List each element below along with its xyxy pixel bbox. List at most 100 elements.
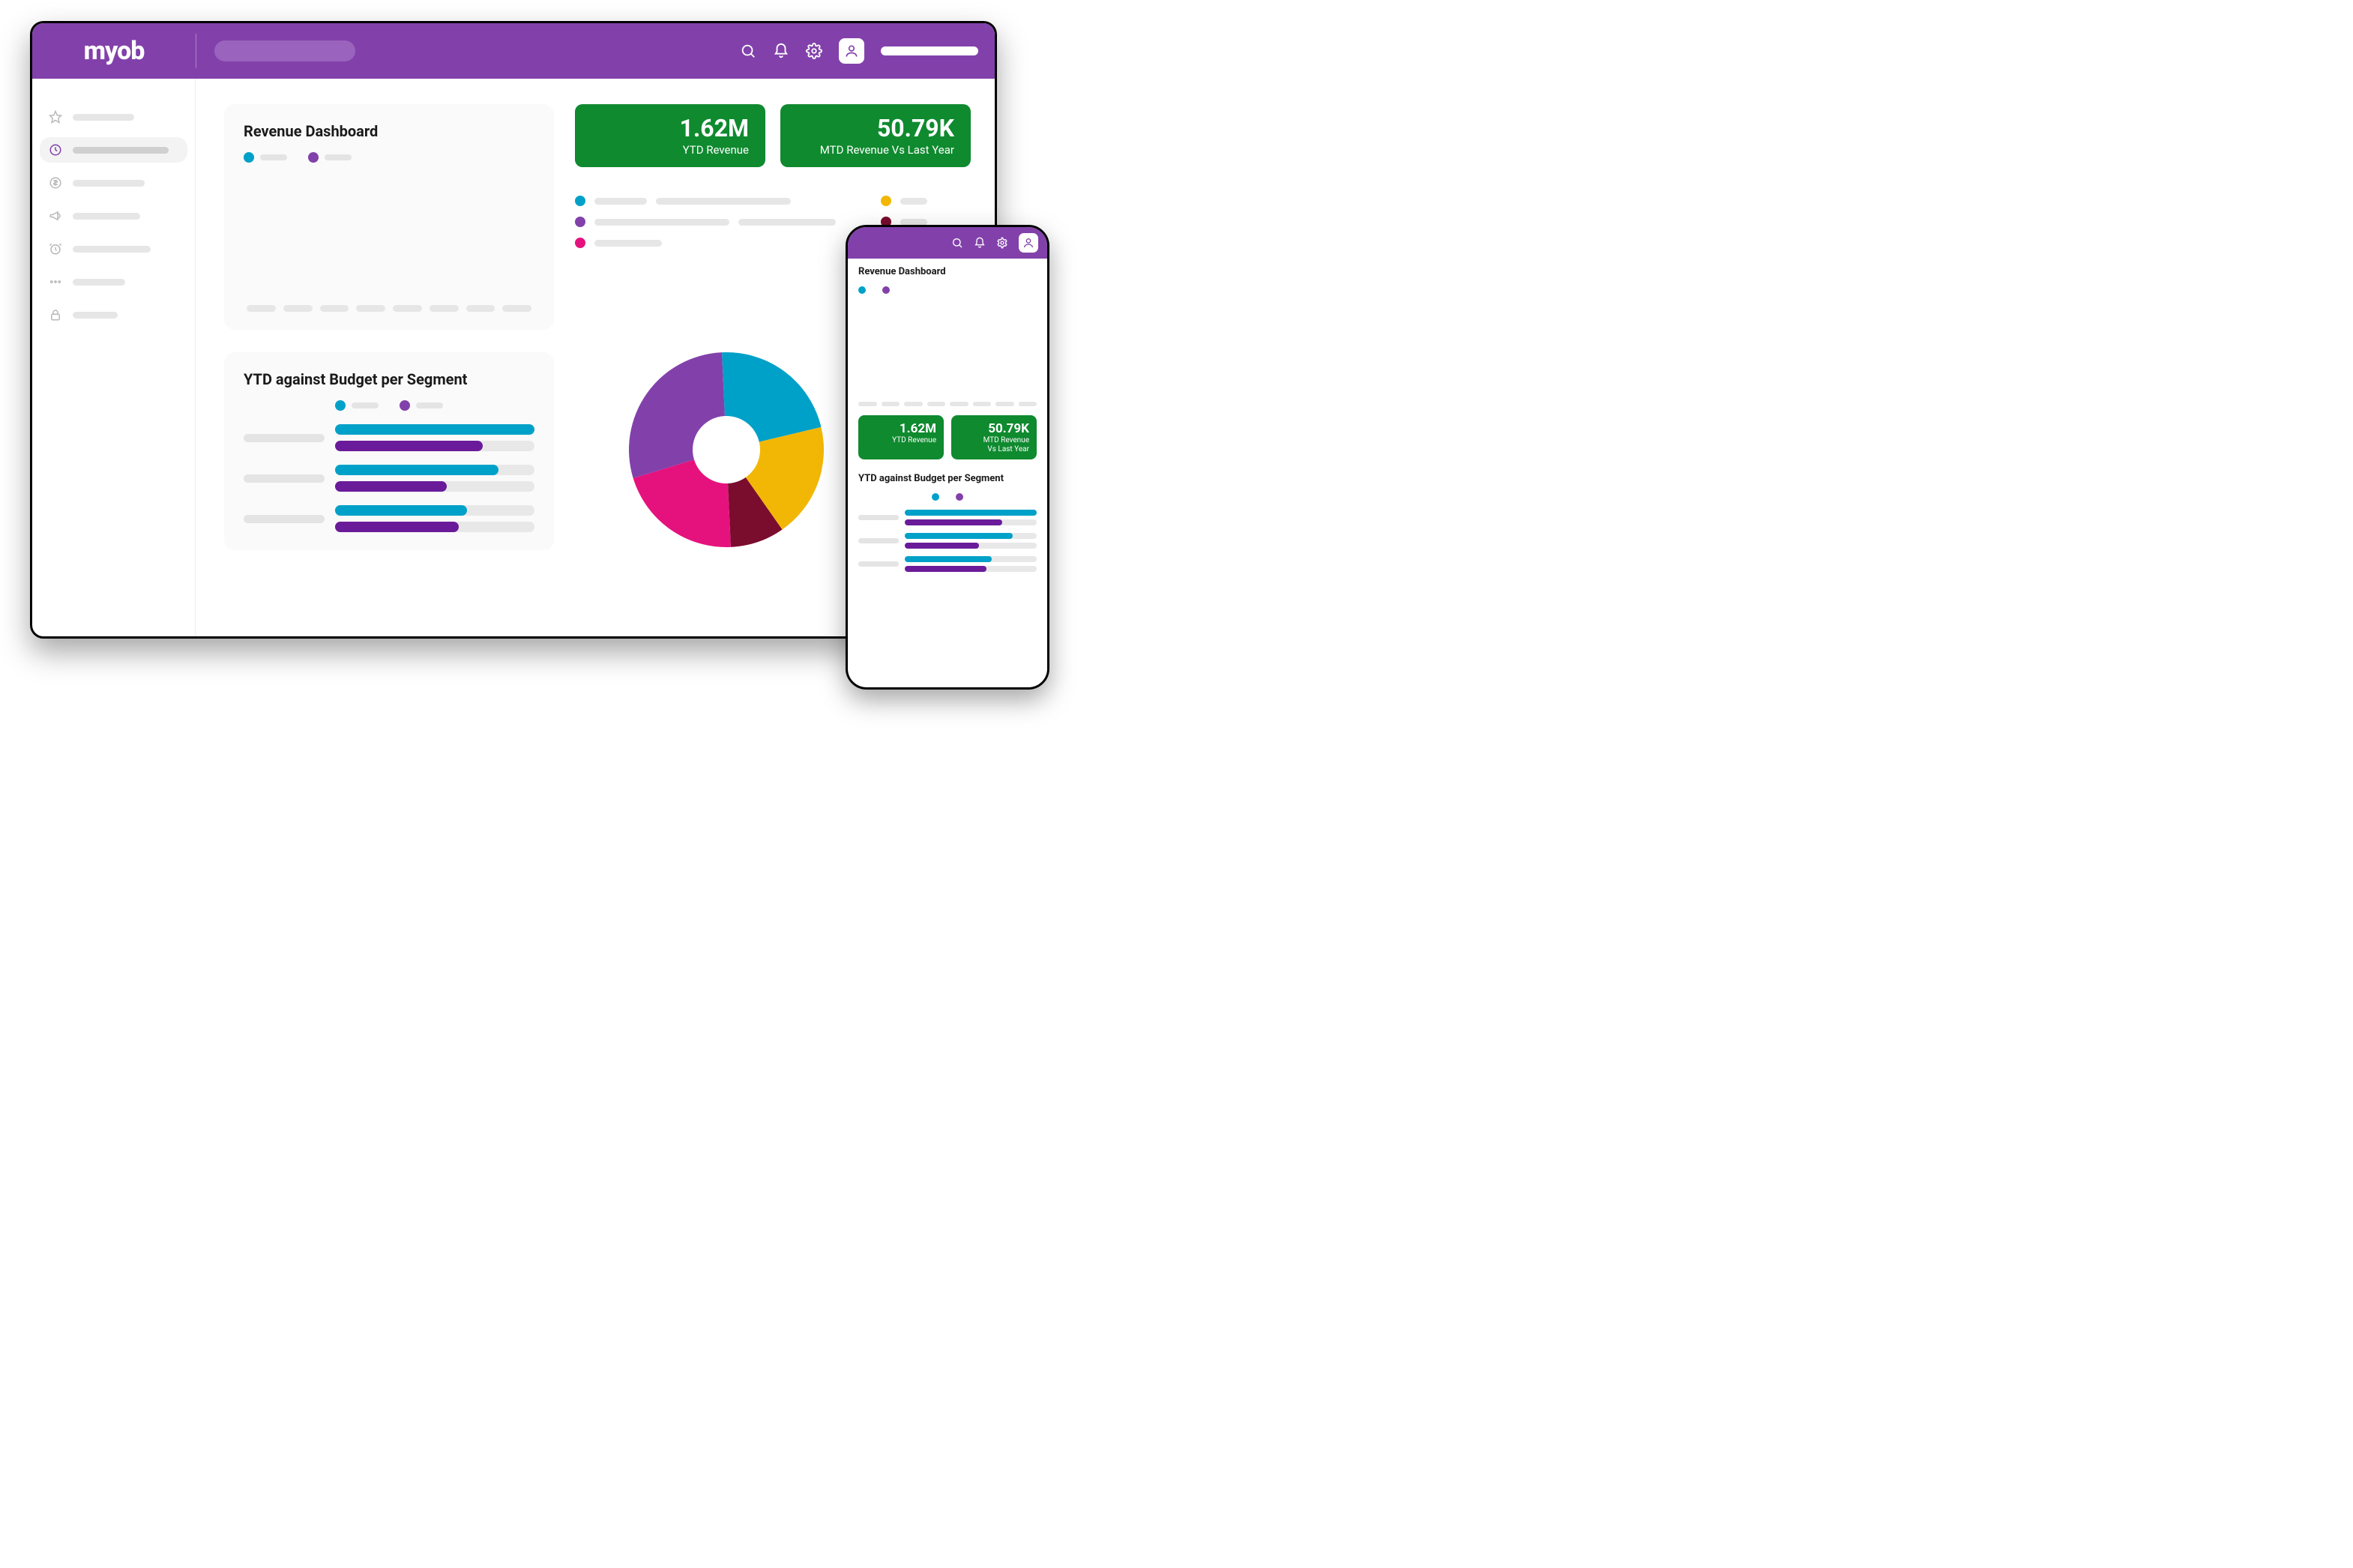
avatar-button[interactable]: [839, 38, 864, 64]
legend-dot: [881, 196, 891, 206]
lock-icon: [49, 308, 62, 322]
x-label-placeholder: [882, 402, 900, 406]
legend-text-placeholder: [738, 219, 836, 226]
segment-label-placeholder: [244, 515, 325, 523]
segment-row: [858, 533, 1037, 549]
card-title: YTD against Budget per Segment: [858, 473, 1037, 484]
legend-dot: [575, 196, 585, 206]
card-title: Revenue Dashboard: [858, 266, 1037, 277]
legend-dot: [308, 152, 319, 163]
sidebar-item-more[interactable]: [49, 275, 178, 289]
kpi-value: 50.79K: [959, 421, 1029, 436]
dollar-icon: [49, 176, 62, 190]
legend-dot: [244, 152, 254, 163]
gear-icon[interactable]: [806, 43, 822, 59]
star-icon: [49, 110, 62, 124]
phone-bar-chart: [858, 303, 1037, 393]
kpi-label: YTD Revenue: [683, 143, 749, 157]
legend-text-placeholder: [594, 219, 729, 226]
legend-item: [881, 196, 971, 206]
segment-track: [905, 510, 1037, 516]
kpi-label: MTD RevenueVs Last Year: [959, 436, 1029, 453]
legend-label-placeholder: [325, 154, 352, 160]
segment-track: [335, 481, 534, 492]
ytd-budget-card: YTD against Budget per Segment: [224, 352, 554, 550]
legend-item: [575, 217, 836, 227]
kpi-row: 1.62M YTD Revenue 50.79K MTD Revenue Vs …: [575, 104, 971, 167]
search-icon[interactable]: [740, 43, 756, 59]
segment-label-placeholder: [858, 515, 899, 520]
phone-header: [848, 227, 1047, 259]
alarm-icon: [49, 242, 62, 256]
app-header: myob: [32, 23, 995, 79]
legend-text-placeholder: [656, 198, 791, 205]
sidebar: [32, 79, 196, 636]
search-input[interactable]: [214, 40, 355, 61]
segment-legend: [244, 400, 534, 411]
phone-xaxis: [858, 402, 1037, 406]
sidebar-item-label: [73, 180, 145, 187]
bell-icon[interactable]: [773, 43, 789, 59]
kpi-value: 1.62M: [680, 116, 749, 140]
legend-dot: [335, 400, 346, 411]
segment-fill-a: [905, 533, 1013, 539]
search-icon[interactable]: [951, 237, 963, 249]
segment-row: [858, 510, 1037, 525]
phone-kpi-row: 1.62M YTD Revenue 50.79K MTD RevenueVs L…: [858, 415, 1037, 459]
x-label-placeholder: [356, 305, 385, 312]
legend-dot: [932, 493, 939, 501]
segment-fill-a: [335, 465, 498, 475]
segment-fill-a: [905, 510, 1037, 516]
sidebar-item-lock[interactable]: [49, 308, 178, 322]
sidebar-item-clock[interactable]: [40, 137, 187, 163]
card-title: Revenue Dashboard: [244, 122, 534, 140]
x-label-placeholder: [393, 305, 422, 312]
legend-text-placeholder: [594, 198, 647, 205]
x-label-placeholder: [995, 402, 1014, 406]
x-label-placeholder: [283, 305, 313, 312]
kpi-tile: 1.62M YTD Revenue: [575, 104, 765, 167]
segment-fill-a: [335, 505, 467, 516]
phone-segment-rows: [858, 510, 1037, 572]
segment-track: [335, 441, 534, 451]
segment-row: [244, 505, 534, 532]
x-label-placeholder: [430, 305, 459, 312]
gear-icon[interactable]: [996, 237, 1008, 249]
legend-label-placeholder: [352, 402, 379, 408]
x-label-placeholder: [973, 402, 992, 406]
kpi-value: 50.79K: [877, 116, 954, 140]
clock-icon: [49, 143, 62, 157]
sidebar-item-megaphone[interactable]: [49, 209, 178, 223]
segment-track: [335, 505, 534, 516]
sidebar-item-alarm[interactable]: [49, 242, 178, 256]
legend-dot: [575, 217, 585, 227]
legend-dot: [882, 286, 890, 294]
sidebar-item-label: [73, 246, 151, 253]
legend-item: [308, 152, 352, 163]
kpi-label: MTD Revenue Vs Last Year: [820, 143, 954, 157]
sidebar-item-star[interactable]: [49, 110, 178, 124]
x-label-placeholder: [247, 305, 276, 312]
x-label-placeholder: [320, 305, 349, 312]
x-label-placeholder: [858, 402, 877, 406]
legend-dot: [400, 400, 410, 411]
bell-icon[interactable]: [974, 237, 986, 249]
kpi-tile: 50.79K MTD RevenueVs Last Year: [951, 415, 1037, 459]
kpi-tile: 1.62M YTD Revenue: [858, 415, 944, 459]
segment-fill-a: [905, 556, 992, 562]
legend-item: [244, 152, 287, 163]
legend-text-placeholder: [900, 198, 927, 205]
x-label-placeholder: [904, 402, 923, 406]
segment-fill-b: [905, 519, 1002, 525]
donut-chart: [629, 352, 824, 550]
segment-track: [905, 543, 1037, 549]
kpi-label: YTD Revenue: [866, 436, 936, 445]
donut-slice: [629, 352, 725, 478]
avatar-button[interactable]: [1019, 233, 1038, 253]
legend-dot: [575, 238, 585, 248]
segment-track: [335, 424, 534, 435]
card-title: YTD against Budget per Segment: [244, 370, 534, 388]
legend-item: [400, 400, 443, 411]
segment-fill-b: [335, 481, 447, 492]
sidebar-item-dollar[interactable]: [49, 176, 178, 190]
